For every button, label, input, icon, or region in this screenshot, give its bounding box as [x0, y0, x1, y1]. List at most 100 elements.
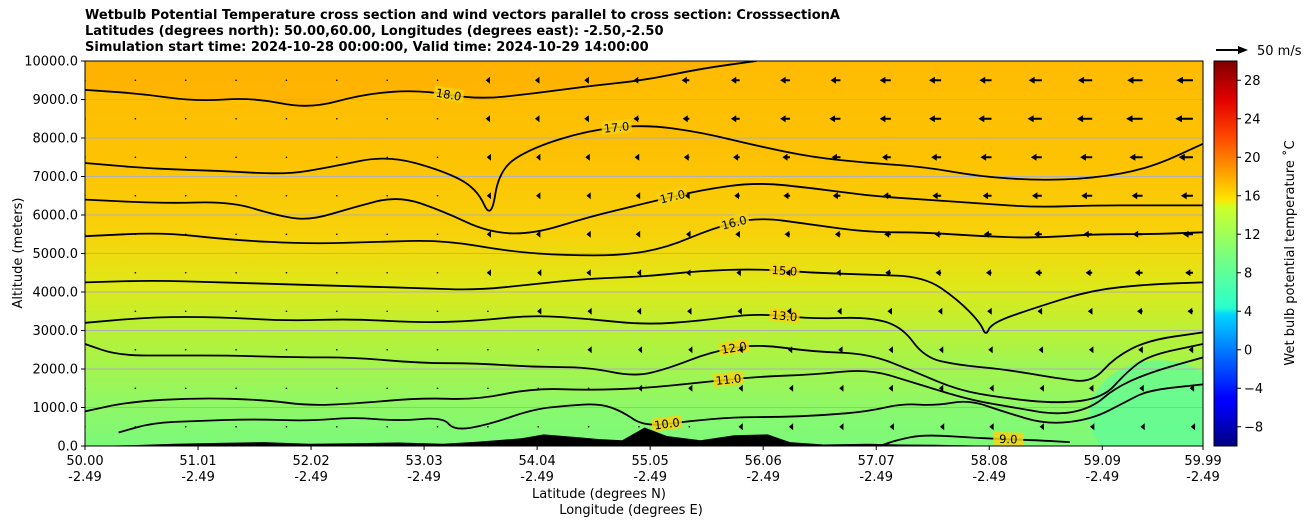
wind-vector — [537, 387, 540, 390]
wind-vector-head — [780, 76, 786, 84]
wind-vector — [235, 194, 237, 197]
wind-vector-head — [486, 153, 491, 161]
wind-vector-head — [889, 423, 894, 431]
wind-vector-head — [586, 230, 591, 238]
wind-vector — [386, 79, 388, 82]
contour-lines: 18.0 17.0 17.0 16.0 15.0 13.0 12.0 11.0 10.0 9.0 — [85, 61, 1203, 446]
wind-vector-head — [1027, 115, 1034, 123]
wind-vector — [537, 348, 540, 351]
wind-vector — [235, 310, 237, 313]
wind-vector-head — [688, 346, 693, 354]
wind-vector-head — [684, 192, 690, 200]
contour-label-bg — [712, 371, 745, 388]
wind-vector-head — [1083, 230, 1089, 238]
wind-vector-head — [485, 76, 491, 84]
wind-vector-head — [937, 307, 943, 315]
y-tick-label: 5000.0 — [33, 247, 79, 262]
wind-vector — [235, 233, 237, 236]
wind-vector — [235, 79, 237, 82]
wind-vector-head — [784, 230, 790, 238]
wind-vector — [285, 156, 288, 159]
wind-vector-head — [587, 346, 592, 354]
colorbar-tick-label: 28 — [1244, 74, 1261, 89]
wind-vector — [386, 271, 388, 274]
wind-vector — [235, 156, 237, 159]
contour-label: 12.0 — [720, 339, 748, 357]
wind-vector-head — [1077, 76, 1085, 84]
y-tick-label: 3000.0 — [33, 324, 79, 339]
wind-vector-head — [989, 384, 994, 392]
wind-vector-head — [879, 115, 886, 123]
wind-vector-head — [935, 269, 941, 277]
x-tick-label-lat: 55.05 — [632, 454, 669, 469]
colorbar-tick-label: −4 — [1244, 382, 1263, 397]
x-tick-label-lon: -2.49 — [181, 470, 215, 485]
wind-vector-head — [780, 115, 786, 123]
wind-vector — [386, 194, 388, 197]
wind-vector-head — [635, 230, 641, 238]
wind-vector — [336, 79, 338, 82]
wind-vector-head — [1080, 153, 1086, 161]
contour-label: 17.0 — [658, 187, 686, 207]
contour-line-16.0 — [85, 218, 1203, 257]
wind-vector — [386, 310, 388, 313]
wind-vector-head — [885, 269, 891, 277]
wind-vector-head — [938, 384, 944, 392]
wind-vector — [436, 310, 439, 313]
y-tick-label: 0.0 — [57, 440, 78, 455]
wind-vector-head — [929, 115, 935, 123]
y-tick-label: 10000.0 — [24, 55, 78, 70]
wind-vector-head — [633, 115, 639, 123]
wind-vector — [184, 310, 187, 313]
wind-vector — [134, 233, 137, 236]
wind-vector — [235, 271, 237, 274]
wind-vector-head — [584, 76, 589, 84]
wind-vector — [638, 425, 640, 428]
wind-vector-head — [888, 384, 893, 392]
wind-vector — [436, 194, 439, 197]
wind-vector-head — [929, 76, 935, 84]
wind-vector-head — [730, 115, 737, 123]
wind-vector — [134, 425, 137, 428]
wind-vector-head — [980, 153, 987, 161]
y-axis: 0.0 1000.0 2000.0 3000.0 4000.0 5000.0 6000.0 7… — [24, 55, 85, 455]
wind-vector-head — [783, 192, 789, 200]
wind-vector — [336, 194, 338, 197]
colorbar-tick-label: 12 — [1244, 228, 1261, 243]
wind-vector-head — [839, 384, 844, 392]
contour-label: 10.0 — [653, 415, 680, 432]
x-tick-label-lon: -2.49 — [520, 470, 554, 485]
wind-vector-head — [1187, 307, 1193, 315]
wind-vector-head — [734, 192, 740, 200]
wind-vector-head — [1090, 423, 1095, 431]
wind-vector-head — [788, 384, 794, 392]
wind-vector-head — [931, 153, 937, 161]
wind-vector-head — [1139, 384, 1144, 392]
wind-vector-head — [1134, 269, 1141, 277]
wind-vector-head — [1035, 269, 1041, 277]
wind-vector — [336, 387, 338, 390]
x-tick-label-lat: 52.02 — [292, 454, 329, 469]
wind-vector-head — [634, 153, 640, 161]
wind-vector-head — [1188, 346, 1194, 354]
wind-vector-head — [1087, 307, 1093, 315]
wind-vector-head — [534, 76, 540, 84]
wind-vector-head — [983, 230, 989, 238]
wind-vector — [235, 348, 237, 351]
contour-label: 13.0 — [771, 308, 798, 325]
wind-vector — [487, 310, 489, 313]
wind-vector — [134, 79, 137, 82]
wind-vector-head — [1088, 346, 1094, 354]
wind-vector-head — [883, 192, 889, 200]
wind-vector-head — [788, 423, 794, 431]
field-patch — [85, 313, 1203, 446]
wind-vector-head — [934, 230, 940, 238]
colorbar-tick-label: −8 — [1244, 420, 1263, 435]
wind-vector-head — [888, 346, 893, 354]
wind-vector-head — [982, 192, 989, 200]
wind-vector — [285, 79, 288, 82]
wind-vector — [386, 233, 388, 236]
x-tick-label-lat: 54.04 — [519, 454, 556, 469]
wind-vector — [386, 156, 388, 159]
wind-vector-head — [836, 269, 841, 277]
